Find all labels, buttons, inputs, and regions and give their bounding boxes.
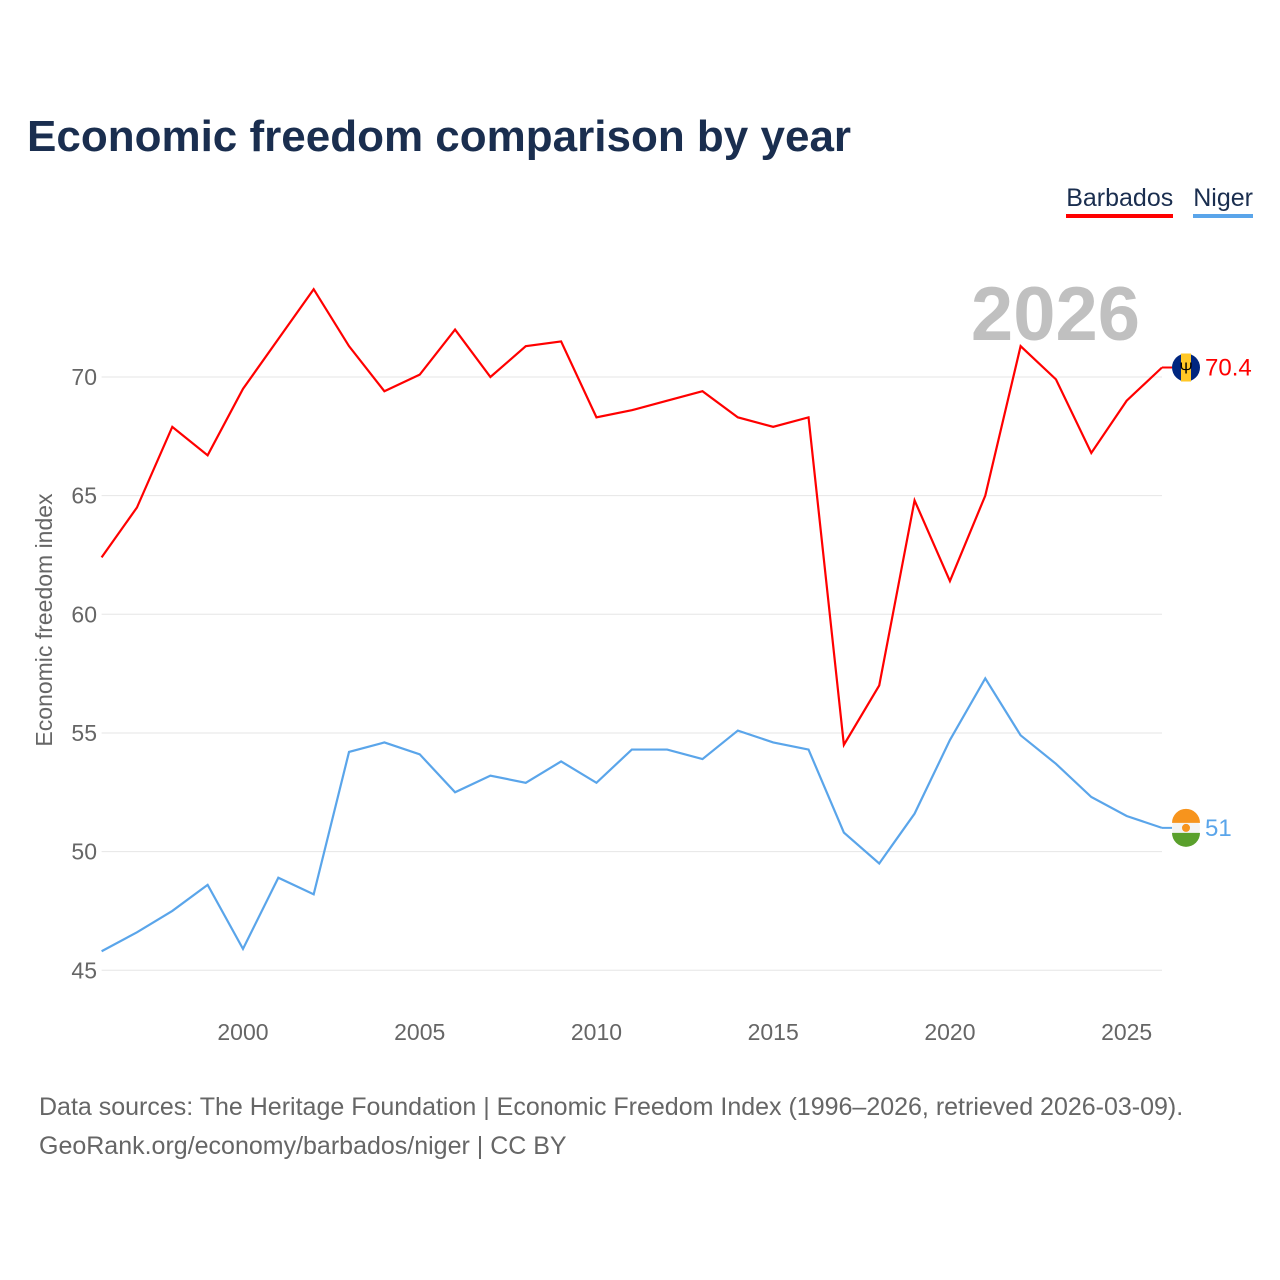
y-tick-label: 45 — [71, 957, 97, 983]
x-tick-label: 2025 — [1101, 1019, 1152, 1045]
niger-flag-orange — [1172, 808, 1200, 823]
niger-flag-sun — [1182, 823, 1190, 832]
legend-item-niger[interactable]: Niger — [1193, 184, 1253, 218]
trident-icon: Ψ — [1179, 361, 1192, 378]
niger-flag-green — [1172, 832, 1200, 847]
y-tick-label: 55 — [71, 720, 97, 746]
source-line-1: Data sources: The Heritage Foundation | … — [39, 1093, 1184, 1121]
chart-title: Economic freedom comparison by year — [27, 112, 852, 161]
legend-item-barbados[interactable]: Barbados — [1066, 184, 1174, 218]
series-line-niger — [101, 676, 1163, 953]
x-tick-label: 2005 — [394, 1019, 445, 1045]
x-tick-label: 2000 — [217, 1019, 268, 1045]
y-tick-label: 50 — [71, 839, 97, 865]
y-axis-label: Economic freedom index — [31, 493, 57, 747]
y-tick-label: 70 — [71, 364, 97, 390]
x-tick-label: 2020 — [924, 1019, 975, 1045]
series-line-barbados — [100, 287, 1163, 749]
year-watermark: 2026 — [971, 272, 1140, 357]
y-tick-label: 60 — [71, 601, 97, 627]
y-tick-label: 65 — [71, 483, 97, 509]
x-tick-label: 2010 — [571, 1019, 622, 1045]
source-note: Data sources: The Heritage Foundation | … — [39, 1088, 1183, 1166]
x-tick-label: 2015 — [748, 1019, 799, 1045]
end-value-label: 70.4 — [1205, 355, 1252, 382]
barbados-flag-stripe — [1181, 353, 1191, 382]
source-line-2: GeoRank.org/economy/barbados/niger | CC … — [39, 1132, 567, 1160]
end-value-label: 51 — [1205, 815, 1232, 842]
legend: Barbados Niger — [1066, 184, 1253, 218]
